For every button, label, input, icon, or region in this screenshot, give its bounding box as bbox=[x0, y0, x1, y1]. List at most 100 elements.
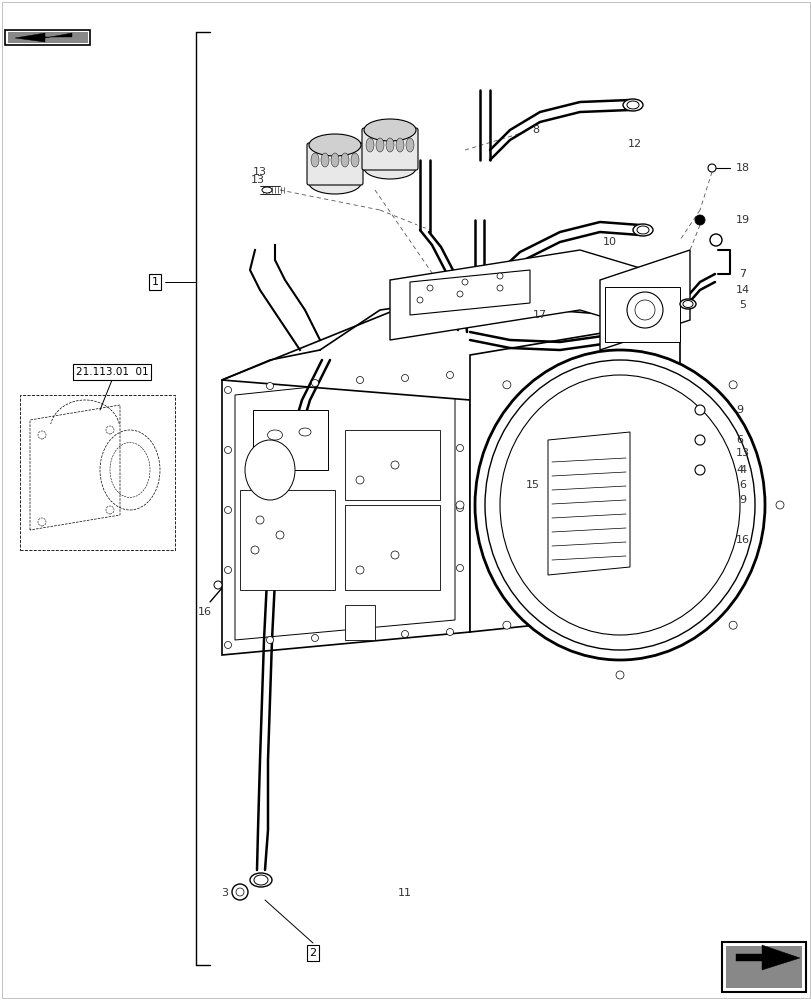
Polygon shape bbox=[221, 355, 470, 655]
Ellipse shape bbox=[366, 138, 374, 152]
Ellipse shape bbox=[262, 187, 272, 193]
Circle shape bbox=[224, 386, 231, 393]
Ellipse shape bbox=[341, 153, 349, 167]
Circle shape bbox=[255, 516, 264, 524]
Text: 11: 11 bbox=[397, 888, 411, 898]
Ellipse shape bbox=[622, 99, 642, 111]
Bar bbox=[345, 430, 440, 500]
Ellipse shape bbox=[406, 138, 414, 152]
Ellipse shape bbox=[375, 138, 384, 152]
Circle shape bbox=[446, 628, 453, 636]
Ellipse shape bbox=[679, 299, 695, 309]
Circle shape bbox=[251, 546, 259, 554]
Polygon shape bbox=[389, 250, 679, 340]
Polygon shape bbox=[599, 250, 689, 350]
Circle shape bbox=[311, 379, 318, 386]
Circle shape bbox=[266, 382, 273, 389]
Circle shape bbox=[728, 621, 736, 629]
Text: 13: 13 bbox=[253, 167, 267, 177]
Text: 9: 9 bbox=[736, 405, 743, 415]
Text: 16: 16 bbox=[198, 607, 212, 617]
Circle shape bbox=[694, 405, 704, 415]
Bar bbox=[240, 490, 335, 590]
Circle shape bbox=[224, 642, 231, 648]
Ellipse shape bbox=[363, 157, 415, 179]
Text: 6: 6 bbox=[736, 435, 743, 445]
Circle shape bbox=[266, 636, 273, 644]
Ellipse shape bbox=[350, 153, 358, 167]
Ellipse shape bbox=[311, 153, 319, 167]
Ellipse shape bbox=[250, 873, 272, 887]
Circle shape bbox=[694, 435, 704, 445]
Ellipse shape bbox=[474, 350, 764, 660]
Ellipse shape bbox=[298, 428, 311, 436]
Circle shape bbox=[355, 566, 363, 574]
Text: 21.113.01  01: 21.113.01 01 bbox=[75, 367, 148, 377]
Bar bbox=[345, 505, 440, 590]
Circle shape bbox=[417, 297, 423, 303]
Circle shape bbox=[276, 531, 284, 539]
Circle shape bbox=[224, 506, 231, 514]
Circle shape bbox=[391, 551, 398, 559]
Bar bbox=[345, 605, 375, 640]
Circle shape bbox=[707, 164, 715, 172]
Text: 6: 6 bbox=[739, 480, 745, 490]
Circle shape bbox=[634, 300, 654, 320]
Circle shape bbox=[502, 381, 510, 389]
Circle shape bbox=[496, 285, 502, 291]
Text: 15: 15 bbox=[526, 480, 539, 490]
Text: 16: 16 bbox=[735, 535, 749, 545]
Text: 8: 8 bbox=[532, 125, 539, 135]
Circle shape bbox=[728, 381, 736, 389]
Ellipse shape bbox=[636, 226, 648, 234]
Bar bbox=[20, 395, 175, 550]
Polygon shape bbox=[15, 33, 72, 42]
Ellipse shape bbox=[254, 875, 268, 885]
Circle shape bbox=[356, 376, 363, 383]
Polygon shape bbox=[725, 946, 801, 988]
Ellipse shape bbox=[500, 375, 739, 635]
FancyBboxPatch shape bbox=[307, 143, 363, 185]
Circle shape bbox=[456, 504, 463, 512]
Polygon shape bbox=[735, 945, 799, 970]
Ellipse shape bbox=[331, 153, 338, 167]
Circle shape bbox=[457, 291, 462, 297]
Circle shape bbox=[694, 465, 704, 475]
Polygon shape bbox=[234, 372, 454, 640]
Text: 7: 7 bbox=[739, 269, 745, 279]
Circle shape bbox=[224, 446, 231, 454]
Text: 3: 3 bbox=[221, 888, 228, 898]
Polygon shape bbox=[721, 942, 805, 992]
Circle shape bbox=[214, 581, 221, 589]
Text: 14: 14 bbox=[735, 285, 749, 295]
Bar bbox=[253, 410, 328, 470]
Polygon shape bbox=[547, 432, 629, 575]
Circle shape bbox=[391, 461, 398, 469]
Ellipse shape bbox=[396, 138, 404, 152]
Ellipse shape bbox=[363, 119, 415, 141]
Circle shape bbox=[456, 564, 463, 572]
Circle shape bbox=[461, 279, 467, 285]
Ellipse shape bbox=[320, 153, 328, 167]
Circle shape bbox=[616, 671, 623, 679]
Ellipse shape bbox=[309, 134, 361, 156]
Circle shape bbox=[356, 632, 363, 640]
Ellipse shape bbox=[267, 430, 282, 440]
Ellipse shape bbox=[626, 101, 638, 109]
Text: 19: 19 bbox=[735, 215, 749, 225]
Circle shape bbox=[496, 273, 502, 279]
Circle shape bbox=[616, 331, 623, 339]
Polygon shape bbox=[470, 320, 679, 632]
Polygon shape bbox=[221, 300, 679, 400]
Ellipse shape bbox=[682, 300, 692, 308]
Text: 12: 12 bbox=[627, 139, 642, 149]
Polygon shape bbox=[410, 270, 530, 315]
Text: 13: 13 bbox=[735, 448, 749, 458]
Circle shape bbox=[502, 621, 510, 629]
Ellipse shape bbox=[245, 440, 294, 500]
Text: 17: 17 bbox=[532, 310, 547, 320]
Text: 5: 5 bbox=[739, 300, 745, 310]
Circle shape bbox=[401, 630, 408, 638]
Circle shape bbox=[456, 501, 463, 509]
Text: 13: 13 bbox=[251, 175, 264, 185]
